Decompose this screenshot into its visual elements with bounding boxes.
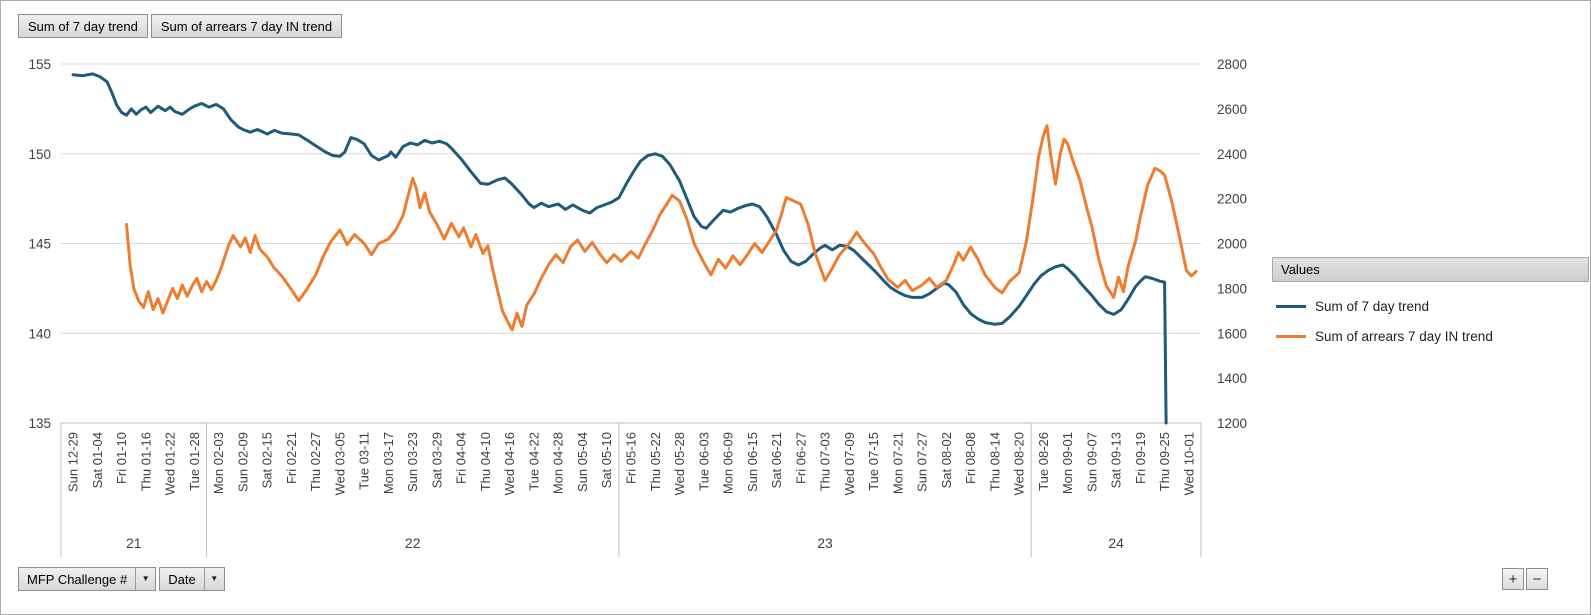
x-axis-label: Mon 07-21: [890, 432, 905, 494]
left-axis-tick-label: 145: [28, 237, 51, 252]
right-axis-tick-label: 1600: [1217, 326, 1247, 341]
expand-plus-button[interactable]: +: [1502, 568, 1524, 590]
x-axis-label: Mon 04-28: [551, 432, 566, 494]
value-field-button-7-day-trend[interactable]: Sum of 7 day trend: [18, 14, 148, 38]
x-axis-label: Sat 03-29: [429, 432, 444, 488]
right-axis-tick-label: 1200: [1217, 416, 1247, 431]
x-axis-label: Fri 06-27: [793, 432, 808, 484]
x-axis-label: Mon 02-03: [211, 432, 226, 494]
x-axis-label: Wed 10-01: [1181, 432, 1196, 495]
x-axis-label: Thu 05-22: [648, 432, 663, 491]
x-axis-label: Mon 06-09: [721, 432, 736, 494]
left-axis-tick-label: 150: [28, 147, 51, 162]
x-axis-label: Tue 08-26: [1036, 432, 1051, 491]
chart-plot-area: 155 150 145 140 135 2800 2600 2400 2200 2000 1800 1…: [28, 57, 1247, 557]
x-axis-label: Fri 01-10: [114, 432, 129, 484]
left-axis-tick-label: 135: [28, 416, 51, 431]
x-axis-label: Sat 06-21: [769, 432, 784, 488]
x-axis-label: Wed 04-16: [502, 432, 517, 495]
x-axis-label: Sun 06-15: [745, 432, 760, 492]
series-line-arrears-7-day-in-trend: [125, 124, 1198, 332]
dropdown-arrow-icon[interactable]: ▼: [135, 568, 155, 590]
x-axis-label: Fri 04-04: [454, 432, 469, 484]
orange-line-swatch: [1276, 335, 1306, 338]
x-axis-label: Tue 01-28: [187, 432, 202, 491]
series-line-7-day-trend: [71, 72, 1168, 425]
axis-field-label: Date: [168, 571, 196, 587]
x-axis-label: Sat 02-15: [260, 432, 275, 488]
x-axis-label: Wed 07-09: [842, 432, 857, 495]
x-axis-label: Fri 05-16: [624, 432, 639, 484]
year-group-label: 21: [126, 535, 142, 551]
expand-collapse-buttons: + −: [1502, 568, 1548, 590]
value-field-buttons: Sum of 7 day trend Sum of arrears 7 day …: [18, 14, 343, 38]
x-axis-label: Thu 09-25: [1157, 432, 1172, 491]
x-axis-label: Mon 09-01: [1060, 432, 1075, 494]
x-axis-label: Tue 06-03: [696, 432, 711, 491]
left-axis-tick-label: 155: [28, 57, 51, 72]
x-axis-label: Fri 09-19: [1133, 432, 1148, 484]
year-group-label: 24: [1108, 535, 1124, 551]
legend-entries: Sum of 7 day trend Sum of arrears 7 day …: [1272, 282, 1589, 344]
year-group-label: 23: [817, 535, 833, 551]
axis-field-buttons: MFP Challenge # ▼ Date ▼: [18, 567, 225, 591]
legend-title: Values: [1272, 257, 1589, 282]
x-axis-label: Wed 01-22: [163, 432, 178, 495]
x-axis-label: Thu 04-10: [478, 432, 493, 491]
right-axis-tick-label: 2000: [1217, 237, 1247, 252]
x-axis-label: Wed 08-20: [1012, 432, 1027, 495]
x-axis-label: Sun 03-23: [405, 432, 420, 492]
x-axis-label: Mon 03-17: [381, 432, 396, 494]
axis-field-button-date[interactable]: Date ▼: [159, 567, 225, 591]
x-axis-label: Thu 08-14: [987, 432, 1002, 491]
x-axis-label: Sun 02-09: [235, 432, 250, 492]
right-axis-tick-label: 1800: [1217, 281, 1247, 296]
left-axis-tick-label: 140: [28, 326, 51, 341]
x-axis-label: Sat 05-10: [599, 432, 614, 488]
x-axis-label: Sat 09-13: [1109, 432, 1124, 488]
collapse-minus-button[interactable]: −: [1526, 568, 1548, 590]
x-axis-label: Fri 02-21: [284, 432, 299, 484]
legend-entry-blue: Sum of 7 day trend: [1276, 299, 1585, 314]
value-field-button-arrears-trend[interactable]: Sum of arrears 7 day IN trend: [150, 14, 343, 38]
chart-legend: Values Sum of 7 day trend Sum of arrears…: [1272, 257, 1589, 344]
right-axis-tick-label: 1400: [1217, 371, 1247, 386]
x-axis-label: Tue 04-22: [526, 432, 541, 491]
x-axis-label: Sun 05-04: [575, 432, 590, 492]
x-axis-label: Tue 07-15: [866, 432, 881, 491]
axis-field-button-mfp-challenge[interactable]: MFP Challenge # ▼: [18, 567, 157, 591]
dropdown-arrow-icon[interactable]: ▼: [203, 568, 224, 590]
legend-entry-label: Sum of 7 day trend: [1315, 299, 1430, 314]
x-axis-label: Thu 02-27: [308, 432, 323, 491]
x-axis-label: Sat 01-04: [90, 432, 105, 488]
right-axis-tick-label: 2600: [1217, 102, 1247, 117]
right-axis-tick-label: 2800: [1217, 57, 1247, 72]
legend-entry-orange: Sum of arrears 7 day IN trend: [1276, 329, 1585, 344]
right-axis-tick-label: 2400: [1217, 147, 1247, 162]
year-group-label: 22: [405, 535, 421, 551]
x-axis-label: Thu 01-16: [138, 432, 153, 491]
blue-line-swatch: [1276, 305, 1306, 308]
x-axis-label: Tue 03-11: [357, 432, 372, 490]
x-axis-label: Sun 09-07: [1084, 432, 1099, 492]
x-axis-label: Fri 08-08: [963, 432, 978, 484]
x-axis-label: Sun 07-27: [915, 432, 930, 492]
x-axis-label: Thu 07-03: [818, 432, 833, 491]
right-axis-tick-label: 2200: [1217, 192, 1247, 207]
x-axis-label: Sat 08-02: [939, 432, 954, 488]
axis-field-label: MFP Challenge #: [27, 571, 128, 587]
x-axis-label: Wed 03-05: [332, 432, 347, 495]
x-axis-label: Sun 12-29: [66, 432, 81, 492]
x-axis-label: Wed 05-28: [672, 432, 687, 495]
legend-entry-label: Sum of arrears 7 day IN trend: [1315, 329, 1493, 344]
